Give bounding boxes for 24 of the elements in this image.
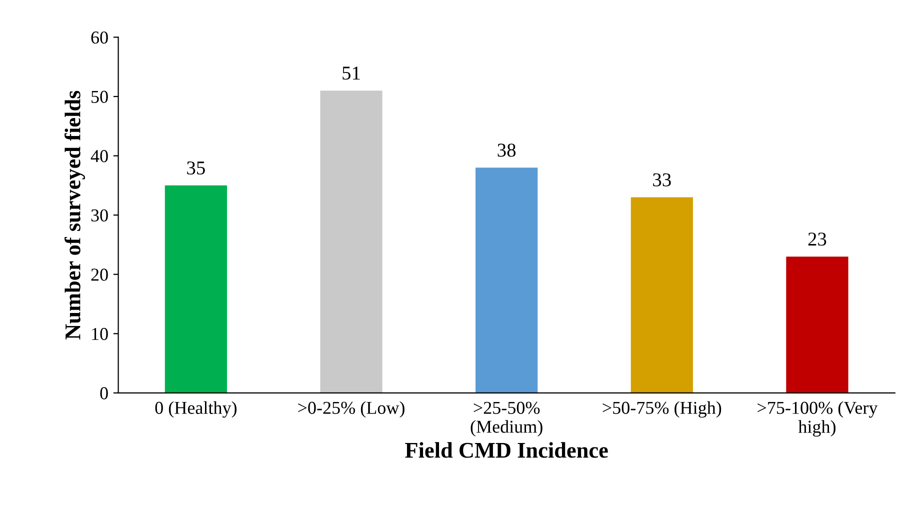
data-label: 35 bbox=[187, 161, 205, 175]
x-axis-title: Field CMD Incidence bbox=[405, 442, 608, 458]
bar bbox=[786, 256, 848, 393]
y-tick-label: 50 bbox=[92, 90, 108, 103]
x-tick-label: >50-75% (High) bbox=[602, 401, 722, 418]
bar bbox=[476, 168, 538, 393]
y-tick-label: 20 bbox=[91, 268, 108, 281]
data-label: 23 bbox=[808, 232, 826, 246]
data-label: 38 bbox=[498, 144, 516, 157]
bar bbox=[630, 197, 693, 393]
x-tick-label: >0-25% (Low) bbox=[298, 401, 404, 418]
data-label: 33 bbox=[653, 173, 671, 186]
y-axis-title: Number of surveyed fields bbox=[64, 90, 85, 340]
y-tick-label: 30 bbox=[91, 209, 108, 222]
y-tick-label: 40 bbox=[90, 150, 108, 162]
bar bbox=[320, 90, 382, 393]
y-tick-label: 10 bbox=[92, 328, 108, 340]
x-tick-label: >25-50% (Medium) bbox=[470, 402, 542, 437]
bar bbox=[164, 185, 228, 393]
x-tick-label: 0 (Healthy) bbox=[155, 401, 237, 418]
x-tick-label: >75-100% (Very high) bbox=[758, 401, 878, 437]
y-tick-label: 60 bbox=[91, 31, 108, 44]
data-label: 51 bbox=[342, 66, 360, 80]
y-tick-label: 0 bbox=[100, 387, 108, 400]
